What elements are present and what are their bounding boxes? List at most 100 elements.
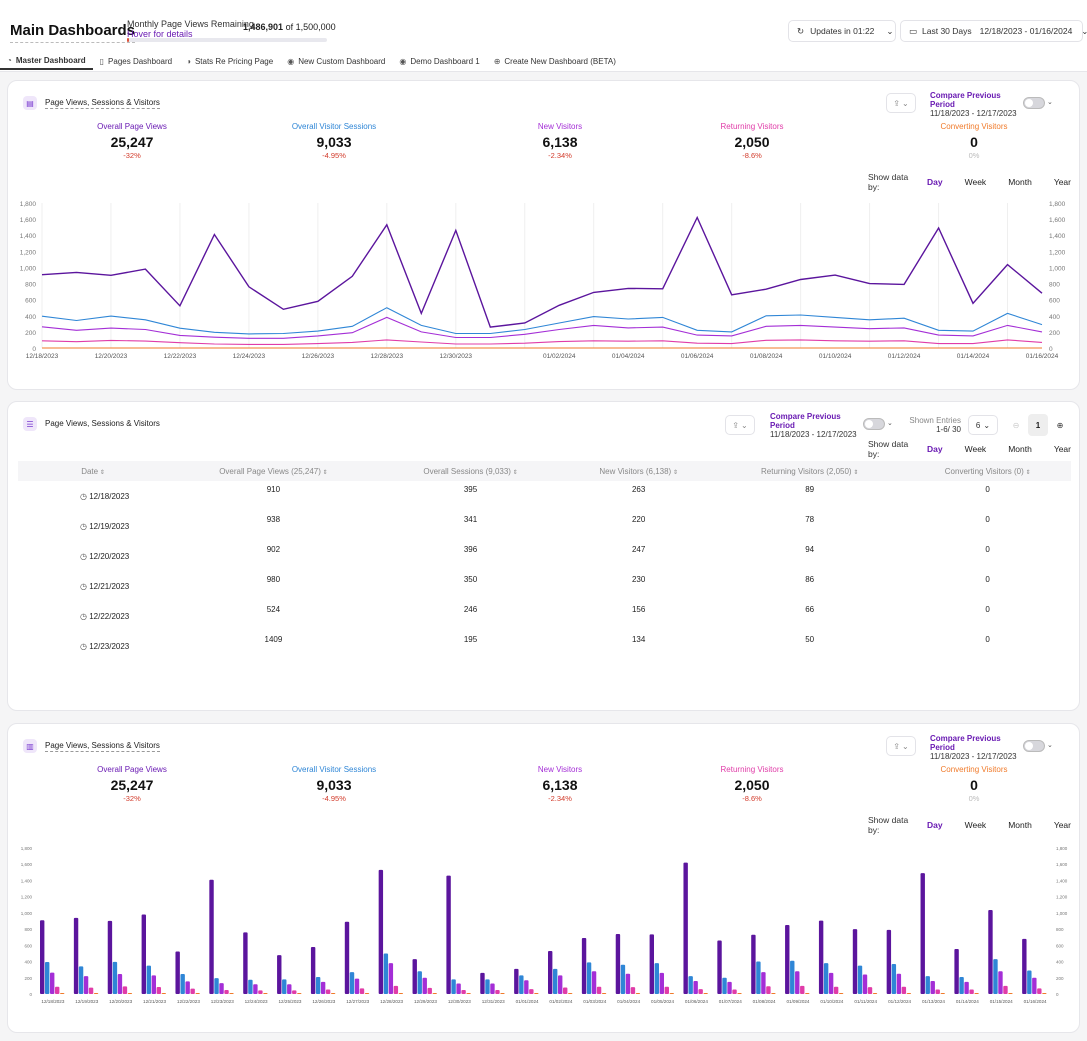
bar-views [818,920,824,994]
tab-stats-re-pricing-page[interactable]: ◑ Stats Re Pricing Page [179,52,280,70]
kpi-converting-visitors[interactable]: Converting Visitors 0 0% [894,765,1054,803]
kpi-overall-page-views[interactable]: Overall Page Views 25,247 -32% [52,122,212,160]
dashboard-tabs: ◔ Master Dashboard ▯ Pages Dashboard ◑ Stats … [0,52,1087,72]
bar-new [320,981,326,994]
bar-views [107,920,113,994]
period-day[interactable]: Day [927,444,943,454]
bar-converting [737,993,742,994]
bar-converting [568,993,573,994]
y-tick-label-left: 1,800 [21,846,33,851]
bar-new [422,977,427,994]
x-tick-label: 01/06/2024 [685,999,708,1004]
kpi-new-visitors[interactable]: New Visitors 6,138 -2.34% [480,122,640,160]
period-month[interactable]: Month [1008,177,1032,187]
bar-new [998,971,1003,994]
bar-converting [838,993,844,994]
tab-create-new-dashboard-beta[interactable]: ⊕ Create New Dashboard (BETA) [487,52,623,70]
bar-returning [156,987,161,994]
kpi-change: 0% [968,151,980,160]
tab-pages-dashboard[interactable]: ▯ Pages Dashboard [93,52,179,70]
bar-returning [969,989,974,994]
kpi-converting-visitors[interactable]: Converting Visitors 0 0% [894,122,1054,160]
kpi-overall-visitor-sessions[interactable]: Overall Visitor Sessions 9,033 -4.95% [254,765,414,803]
updates-button[interactable]: ↻ Updates in 01:22 ⌄ [788,20,896,42]
table-row: ◷ 12/21/2023 980 350 230 86 0 [18,571,1071,601]
bar-views [514,968,519,994]
quota-hover-link[interactable]: Hover for details [127,29,193,39]
kpi-returning-visitors[interactable]: Returning Visitors 2,050 -8.6% [672,122,832,160]
tab-master-dashboard[interactable]: ◔ Master Dashboard [0,52,93,70]
value-cell: 94 [805,545,815,554]
bar-views [310,946,316,994]
tab-label: Master Dashboard [15,55,86,65]
period-day[interactable]: Day [927,177,943,187]
kpi-new-visitors[interactable]: New Visitors 6,138 -2.34% [480,765,640,803]
date-range-button[interactable]: ▭ Last 30 Days 12/18/2023 - 01/16/2024 ⌄ [900,20,1087,42]
column-header[interactable]: Overall Page Views (25,247) ⇕ [168,461,379,481]
prev-page-button[interactable]: ⊖ [1006,414,1026,436]
bar-new [219,983,224,994]
kpi-change: -32% [123,151,141,160]
plus-circle-icon: ⊕ [493,56,501,66]
tab-demo-dashboard-1[interactable]: ◉ Demo Dashboard 1 [392,52,486,70]
kpi-returning-visitors[interactable]: Returning Visitors 2,050 -8.6% [672,765,832,803]
date-cell: ◷ 12/21/2023 [18,571,168,601]
bar-views [480,972,485,994]
column-header[interactable]: Date ⇕ [18,461,168,481]
chevron-down-icon[interactable]: ⌄ [1047,742,1053,749]
bar-sessions [790,960,795,994]
tab-new-custom-dashboard[interactable]: ◉ New Custom Dashboard [280,52,392,70]
export-button[interactable]: ⇪ ⌄ [886,93,916,113]
chevron-down-icon[interactable]: ⌄ [1047,99,1053,106]
y-tick-label-left: 0 [32,346,36,353]
bar-returning [563,987,568,994]
kpi-overall-page-views[interactable]: Overall Page Views 25,247 -32% [52,765,212,803]
period-week[interactable]: Week [964,820,987,830]
x-tick-label: 01/08/2024 [750,353,783,360]
period-year[interactable]: Year [1053,820,1071,830]
bar-sessions [383,953,389,994]
x-tick-label: 12/27/2023 [346,999,369,1004]
period-week[interactable]: Week [964,444,987,454]
column-header[interactable]: Converting Visitors (0) ⇕ [904,461,1071,481]
bar-sessions [282,979,287,994]
compare-toggle[interactable] [1023,740,1045,752]
y-tick-label-left: 0 [29,992,32,997]
compare-range: 11/18/2023 - 12/17/2023 [770,430,857,439]
column-header-label: Date [81,466,99,476]
page-number-button[interactable]: 1 [1028,414,1048,436]
y-tick-label-left: 800 [24,927,32,932]
period-week[interactable]: Week [964,177,987,187]
export-button[interactable]: ⇪ ⌄ [725,415,755,435]
column-header[interactable]: Overall Sessions (9,033) ⇕ [378,461,563,481]
page-size-select[interactable]: 6 ⌄ [968,415,998,435]
period-year[interactable]: Year [1053,177,1071,187]
period-month[interactable]: Month [1008,444,1032,454]
period-day[interactable]: Day [927,820,943,830]
next-page-button[interactable]: ⊕ [1050,414,1070,436]
bar-converting [161,993,166,994]
column-header[interactable]: New Visitors (6,138) ⇕ [562,461,716,481]
chevron-down-icon[interactable]: ⌄ [887,420,893,427]
export-button[interactable]: ⇪ ⌄ [886,736,916,756]
bar-converting [940,993,945,994]
bar-new [253,984,258,994]
dashboard-icon: ◉ [287,56,295,66]
bar-returning [88,987,94,994]
y-tick-label-left: 800 [25,282,36,289]
compare-range: 11/18/2023 - 12/17/2023 [930,109,1017,118]
x-tick-label: 01/03/2024 [583,999,606,1004]
kpi-overall-visitor-sessions[interactable]: Overall Visitor Sessions 9,033 -4.95% [254,122,414,160]
compare-toggle[interactable] [863,418,885,430]
bar-sessions [451,979,456,994]
compare-toggle[interactable] [1023,97,1045,109]
value-cell: 350 [463,575,478,584]
table-row: ◷ 12/22/2023 524 246 156 66 0 [18,601,1071,631]
y-tick-label-left: 1,200 [20,249,37,256]
column-header[interactable]: Returning Visitors (2,050) ⇕ [715,461,905,481]
bar-views [683,862,688,994]
period-year[interactable]: Year [1053,444,1071,454]
quota-info[interactable]: Monthly Page Views Remaining Hover for d… [127,19,336,39]
period-month[interactable]: Month [1008,820,1032,830]
value-cell: 0 [985,575,990,584]
